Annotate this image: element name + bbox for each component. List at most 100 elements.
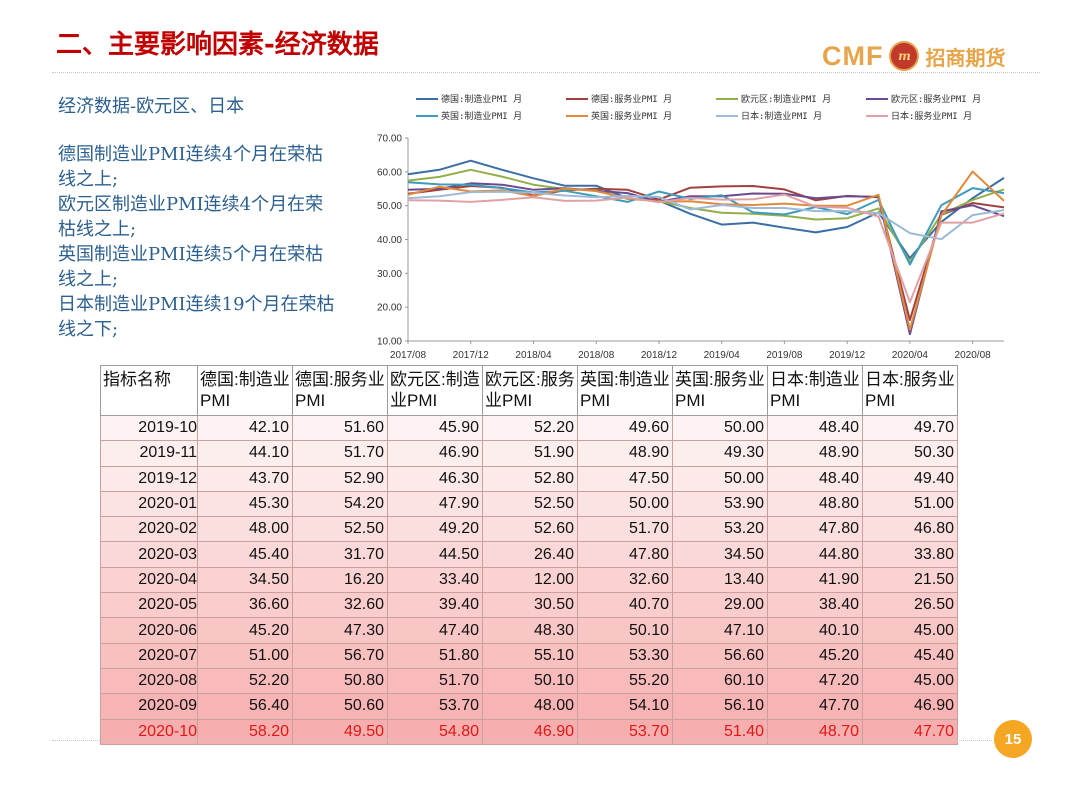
table-row: 2019-11 44.10 51.70 46.90 51.90 48.90 49.30 48.…: [100, 440, 958, 467]
column-header: 欧元区:制造业PMI: [387, 365, 483, 416]
table-cell: 36.60: [197, 592, 293, 619]
section-subtitle: 经济数据-欧元区、日本: [58, 96, 245, 117]
table-cell: 48.30: [482, 617, 578, 644]
series-line-5: [407, 181, 1005, 266]
legend-item: 英国:制造业PMI 月: [416, 109, 566, 122]
row-date-cell: 2020-09: [100, 693, 198, 720]
table-cell: 49.70: [862, 414, 958, 442]
legend-label: 日本:制造业PMI 月: [741, 112, 823, 122]
table-cell: 46.90: [387, 440, 483, 467]
table-cell: 45.40: [862, 642, 958, 669]
table-cell: 54.10: [577, 693, 673, 720]
chart-legend: 德国:制造业PMI 月 德国:服务业PMI 月 欧元区:制造业PMI 月 欧元区:服务…: [416, 92, 1016, 122]
table-cell: 46.90: [862, 693, 958, 720]
table-cell: 56.40: [197, 693, 293, 720]
column-header: 日本:制造业PMI: [767, 365, 863, 416]
legend-label: 英国:服务业PMI 月: [591, 112, 673, 122]
table-cell: 13.40: [672, 566, 768, 594]
table-cell: 60.10: [672, 667, 768, 695]
table-cell: 52.80: [482, 465, 578, 492]
table-cell: 50.00: [672, 465, 768, 492]
table-cell: 48.00: [482, 693, 578, 720]
x-tick-label: 2020/08: [955, 350, 992, 361]
y-tick-label: 30.00: [377, 269, 402, 280]
table-cell: 46.30: [387, 465, 483, 492]
legend-item: 德国:服务业PMI 月: [566, 92, 716, 105]
table-cell: 53.70: [387, 693, 483, 720]
legend-swatch: [416, 97, 438, 100]
column-header: 指标名称: [100, 365, 198, 416]
table-cell: 44.50: [387, 541, 483, 568]
row-date-cell: 2020-05: [100, 592, 198, 619]
table-cell: 51.80: [387, 642, 483, 669]
table-cell: 44.10: [197, 440, 293, 467]
table-cell: 56.70: [292, 642, 388, 669]
column-header: 英国:制造业PMI: [577, 365, 673, 416]
table-row: 2019-12 43.70 52.90 46.30 52.80 47.50 50.00 48.…: [100, 465, 958, 492]
table-cell: 12.00: [482, 566, 578, 594]
table-cell: 30.50: [482, 592, 578, 619]
x-tick-label: 2019/12: [829, 350, 866, 361]
table-cell: 53.20: [672, 516, 768, 543]
table-cell: 41.90: [767, 566, 863, 594]
table-cell: 50.00: [672, 414, 768, 442]
note-eurozone: 欧元区制造业PMI连续4个月在荣枯线之上;: [58, 194, 324, 240]
x-tick-label: 2017/12: [453, 350, 490, 361]
table-cell: 49.20: [387, 516, 483, 543]
table-row: 2020-07 51.00 56.70 51.80 55.10 53.30 56.60 45.…: [100, 642, 958, 669]
table-cell: 45.00: [862, 667, 958, 695]
table-cell: 51.70: [577, 516, 673, 543]
x-tick-label: 2018/12: [641, 350, 678, 361]
table-cell: 47.80: [767, 516, 863, 543]
column-header: 德国:制造业PMI: [197, 365, 293, 416]
table-cell: 55.20: [577, 667, 673, 695]
title-divider: [52, 72, 1040, 73]
table-row: 2020-09 56.40 50.60 53.70 48.00 54.10 56.10 47.…: [100, 693, 958, 720]
table-cell: 45.90: [387, 414, 483, 442]
legend-item: 日本:制造业PMI 月: [716, 109, 866, 122]
table-cell: 45.20: [767, 642, 863, 669]
table-cell: 52.90: [292, 465, 388, 492]
table-cell: 49.40: [862, 465, 958, 492]
y-tick-label: 40.00: [377, 235, 402, 246]
row-date-cell: 2020-06: [100, 617, 198, 644]
y-tick-label: 70.00: [377, 134, 402, 145]
legend-item: 欧元区:服务业PMI 月: [866, 92, 1016, 105]
table-cell: 48.40: [767, 414, 863, 442]
table-cell: 45.30: [197, 490, 293, 518]
table-cell: 52.60: [482, 516, 578, 543]
table-cell: 50.10: [577, 617, 673, 644]
table-cell: 48.40: [767, 465, 863, 492]
table-cell: 51.60: [292, 414, 388, 442]
legend-swatch: [866, 114, 888, 117]
table-cell: 56.60: [672, 642, 768, 669]
column-header: 欧元区:服务业PMI: [482, 365, 578, 416]
y-tick-label: 10.00: [377, 337, 402, 348]
table-cell: 38.40: [767, 592, 863, 619]
table-cell: 51.70: [292, 440, 388, 467]
y-tick-label: 50.00: [377, 201, 402, 212]
table-cell: 47.10: [672, 617, 768, 644]
table-cell: 49.30: [672, 440, 768, 467]
table-cell: 47.40: [387, 617, 483, 644]
table-row: 2020-04 34.50 16.20 33.40 12.00 32.60 13.40 41.…: [100, 566, 958, 594]
table-cell: 43.70: [197, 465, 293, 492]
pmi-data-table: 指标名称 德国:制造业PMI 德国:服务业PMI 欧元区:制造业PMI 欧元区:…: [100, 365, 958, 745]
table-cell: 50.10: [482, 667, 578, 695]
table-row: 2020-06 45.20 47.30 47.40 48.30 50.10 47.10 40.…: [100, 617, 958, 644]
table-cell: 48.80: [767, 490, 863, 518]
table-cell: 47.20: [767, 667, 863, 695]
table-cell: 34.50: [672, 541, 768, 568]
table-row: 2020-05 36.60 32.60 39.40 30.50 40.70 29.00 38.…: [100, 592, 958, 619]
table-cell: 33.40: [387, 566, 483, 594]
table-cell: 47.30: [292, 617, 388, 644]
table-row: 2020-01 45.30 54.20 47.90 52.50 50.00 53.90 48.…: [100, 490, 958, 518]
series-line-8: [407, 193, 1005, 304]
legend-swatch: [566, 97, 588, 100]
legend-swatch: [866, 97, 888, 100]
legend-swatch: [716, 114, 738, 117]
table-row: 2020-08 52.20 50.80 51.70 50.10 55.20 60.10 47.…: [100, 667, 958, 695]
table-cell: 42.10: [197, 414, 293, 442]
note-uk: 英国制造业PMI连续5个月在荣枯线之上;: [58, 244, 324, 290]
series-line-1: [407, 159, 1005, 260]
